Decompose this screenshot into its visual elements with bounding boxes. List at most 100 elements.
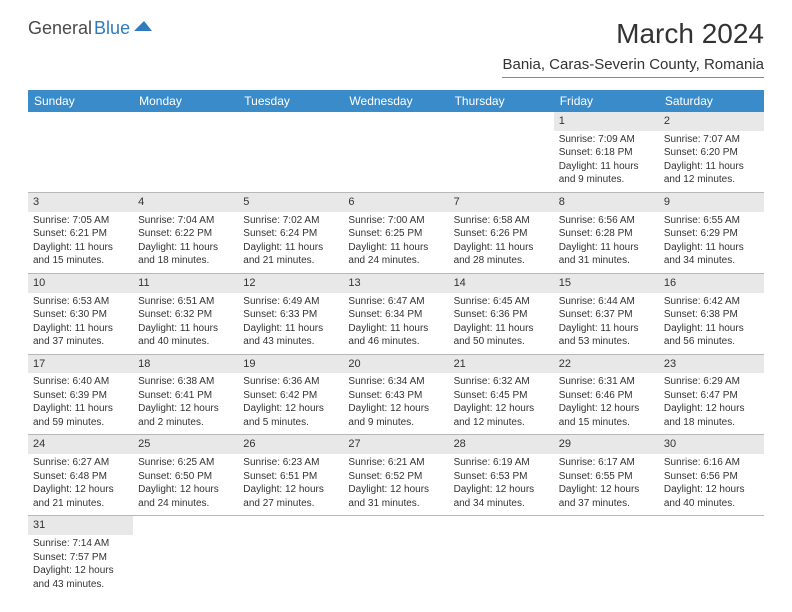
- day-number: 2: [659, 112, 764, 131]
- calendar-cell: 20Sunrise: 6:34 AMSunset: 6:43 PMDayligh…: [343, 354, 448, 435]
- calendar-cell: 13Sunrise: 6:47 AMSunset: 6:34 PMDayligh…: [343, 273, 448, 354]
- day-number: 18: [133, 355, 238, 374]
- sunset-text: Sunset: 6:33 PM: [243, 308, 338, 322]
- daylight-text: Daylight: 11 hours and 53 minutes.: [559, 322, 654, 349]
- calendar-cell: 10Sunrise: 6:53 AMSunset: 6:30 PMDayligh…: [28, 273, 133, 354]
- calendar-cell: 9Sunrise: 6:55 AMSunset: 6:29 PMDaylight…: [659, 192, 764, 273]
- sunset-text: Sunset: 6:43 PM: [348, 389, 443, 403]
- calendar-cell: 19Sunrise: 6:36 AMSunset: 6:42 PMDayligh…: [238, 354, 343, 435]
- day-header: Thursday: [449, 90, 554, 112]
- calendar-cell: 26Sunrise: 6:23 AMSunset: 6:51 PMDayligh…: [238, 435, 343, 516]
- day-number: 10: [28, 274, 133, 293]
- calendar-row: 3Sunrise: 7:05 AMSunset: 6:21 PMDaylight…: [28, 192, 764, 273]
- sunrise-text: Sunrise: 6:44 AM: [559, 295, 654, 309]
- day-header: Monday: [133, 90, 238, 112]
- sunrise-text: Sunrise: 7:07 AM: [664, 133, 759, 147]
- logo: General Blue: [28, 18, 156, 39]
- day-number: 21: [449, 355, 554, 374]
- daylight-text: Daylight: 12 hours and 27 minutes.: [243, 483, 338, 510]
- daylight-text: Daylight: 11 hours and 34 minutes.: [664, 241, 759, 268]
- sunrise-text: Sunrise: 7:09 AM: [559, 133, 654, 147]
- day-number: 31: [28, 516, 133, 535]
- calendar-row: 10Sunrise: 6:53 AMSunset: 6:30 PMDayligh…: [28, 273, 764, 354]
- sunset-text: Sunset: 6:21 PM: [33, 227, 128, 241]
- day-header: Wednesday: [343, 90, 448, 112]
- calendar-cell: 8Sunrise: 6:56 AMSunset: 6:28 PMDaylight…: [554, 192, 659, 273]
- calendar-header-row: SundayMondayTuesdayWednesdayThursdayFrid…: [28, 90, 764, 112]
- daylight-text: Daylight: 11 hours and 9 minutes.: [559, 160, 654, 187]
- day-number: 14: [449, 274, 554, 293]
- sunrise-text: Sunrise: 6:40 AM: [33, 375, 128, 389]
- sunrise-text: Sunrise: 6:51 AM: [138, 295, 233, 309]
- day-header: Friday: [554, 90, 659, 112]
- day-number: 22: [554, 355, 659, 374]
- calendar-cell-empty: [28, 112, 133, 192]
- sunset-text: Sunset: 6:36 PM: [454, 308, 549, 322]
- sunset-text: Sunset: 6:25 PM: [348, 227, 443, 241]
- day-header: Tuesday: [238, 90, 343, 112]
- sunrise-text: Sunrise: 6:29 AM: [664, 375, 759, 389]
- daylight-text: Daylight: 12 hours and 34 minutes.: [454, 483, 549, 510]
- day-number: 20: [343, 355, 448, 374]
- daylight-text: Daylight: 12 hours and 21 minutes.: [33, 483, 128, 510]
- calendar-cell-empty: [449, 516, 554, 596]
- calendar-cell: 5Sunrise: 7:02 AMSunset: 6:24 PMDaylight…: [238, 192, 343, 273]
- calendar-cell: 16Sunrise: 6:42 AMSunset: 6:38 PMDayligh…: [659, 273, 764, 354]
- sunset-text: Sunset: 6:51 PM: [243, 470, 338, 484]
- daylight-text: Daylight: 11 hours and 59 minutes.: [33, 402, 128, 429]
- calendar-cell-empty: [133, 112, 238, 192]
- sunrise-text: Sunrise: 6:38 AM: [138, 375, 233, 389]
- daylight-text: Daylight: 12 hours and 18 minutes.: [664, 402, 759, 429]
- sunrise-text: Sunrise: 7:02 AM: [243, 214, 338, 228]
- day-number: 12: [238, 274, 343, 293]
- daylight-text: Daylight: 11 hours and 18 minutes.: [138, 241, 233, 268]
- day-number: 7: [449, 193, 554, 212]
- calendar-cell: 18Sunrise: 6:38 AMSunset: 6:41 PMDayligh…: [133, 354, 238, 435]
- sunrise-text: Sunrise: 6:23 AM: [243, 456, 338, 470]
- calendar-cell: 3Sunrise: 7:05 AMSunset: 6:21 PMDaylight…: [28, 192, 133, 273]
- calendar-cell: 30Sunrise: 6:16 AMSunset: 6:56 PMDayligh…: [659, 435, 764, 516]
- daylight-text: Daylight: 12 hours and 2 minutes.: [138, 402, 233, 429]
- logo-text-general: General: [28, 18, 92, 39]
- calendar-cell: 22Sunrise: 6:31 AMSunset: 6:46 PMDayligh…: [554, 354, 659, 435]
- day-number: 24: [28, 435, 133, 454]
- calendar-cell: 7Sunrise: 6:58 AMSunset: 6:26 PMDaylight…: [449, 192, 554, 273]
- day-number: 6: [343, 193, 448, 212]
- daylight-text: Daylight: 11 hours and 12 minutes.: [664, 160, 759, 187]
- sunset-text: Sunset: 6:46 PM: [559, 389, 654, 403]
- day-number: 15: [554, 274, 659, 293]
- day-header: Saturday: [659, 90, 764, 112]
- daylight-text: Daylight: 12 hours and 5 minutes.: [243, 402, 338, 429]
- calendar-row: 31Sunrise: 7:14 AMSunset: 7:57 PMDayligh…: [28, 516, 764, 596]
- daylight-text: Daylight: 12 hours and 37 minutes.: [559, 483, 654, 510]
- sunrise-text: Sunrise: 6:16 AM: [664, 456, 759, 470]
- sunrise-text: Sunrise: 6:49 AM: [243, 295, 338, 309]
- calendar-cell-empty: [554, 516, 659, 596]
- daylight-text: Daylight: 12 hours and 31 minutes.: [348, 483, 443, 510]
- day-number: 28: [449, 435, 554, 454]
- logo-text-blue: Blue: [94, 18, 130, 39]
- calendar-cell-empty: [449, 112, 554, 192]
- sunset-text: Sunset: 6:18 PM: [559, 146, 654, 160]
- day-number: 16: [659, 274, 764, 293]
- sunset-text: Sunset: 6:26 PM: [454, 227, 549, 241]
- day-number: 13: [343, 274, 448, 293]
- calendar-cell-empty: [238, 112, 343, 192]
- calendar-cell: 31Sunrise: 7:14 AMSunset: 7:57 PMDayligh…: [28, 516, 133, 596]
- calendar-cell: 11Sunrise: 6:51 AMSunset: 6:32 PMDayligh…: [133, 273, 238, 354]
- sunrise-text: Sunrise: 6:55 AM: [664, 214, 759, 228]
- sunrise-text: Sunrise: 6:19 AM: [454, 456, 549, 470]
- header: General Blue March 2024 Bania, Caras-Sev…: [0, 0, 792, 86]
- daylight-text: Daylight: 11 hours and 37 minutes.: [33, 322, 128, 349]
- sunset-text: Sunset: 6:29 PM: [664, 227, 759, 241]
- calendar-cell: 24Sunrise: 6:27 AMSunset: 6:48 PMDayligh…: [28, 435, 133, 516]
- calendar-cell: 6Sunrise: 7:00 AMSunset: 6:25 PMDaylight…: [343, 192, 448, 273]
- calendar-cell: 23Sunrise: 6:29 AMSunset: 6:47 PMDayligh…: [659, 354, 764, 435]
- sunset-text: Sunset: 6:50 PM: [138, 470, 233, 484]
- daylight-text: Daylight: 11 hours and 40 minutes.: [138, 322, 233, 349]
- sunrise-text: Sunrise: 6:25 AM: [138, 456, 233, 470]
- daylight-text: Daylight: 11 hours and 31 minutes.: [559, 241, 654, 268]
- daylight-text: Daylight: 12 hours and 43 minutes.: [33, 564, 128, 591]
- sunset-text: Sunset: 6:28 PM: [559, 227, 654, 241]
- sunrise-text: Sunrise: 6:36 AM: [243, 375, 338, 389]
